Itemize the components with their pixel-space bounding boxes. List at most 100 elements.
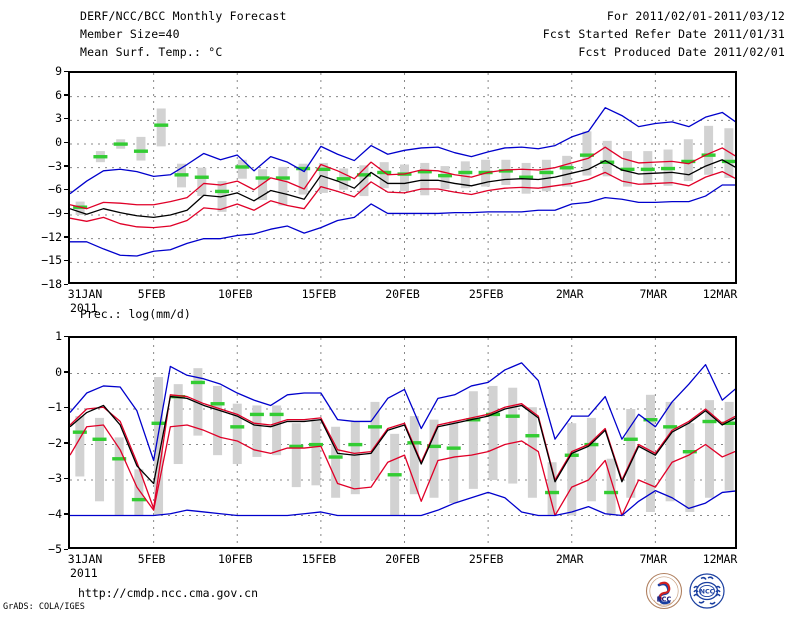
spread-bar xyxy=(429,419,439,498)
spread-bar xyxy=(291,423,301,488)
median-marker xyxy=(289,444,304,449)
median-marker xyxy=(446,446,461,450)
median-marker xyxy=(215,189,230,194)
series-line-q1 xyxy=(70,170,735,229)
spread-bar xyxy=(213,385,223,456)
spread-bar xyxy=(173,384,183,465)
spread-bar xyxy=(258,169,268,201)
y-axis-tick-label: −6 xyxy=(48,182,62,197)
spread-bar xyxy=(197,167,207,197)
member-size: Member Size=40 xyxy=(80,27,180,41)
median-marker xyxy=(174,173,189,177)
median-marker xyxy=(505,414,520,418)
plot-area xyxy=(68,71,737,284)
spread-bar xyxy=(318,162,328,193)
spread-bar xyxy=(156,108,166,147)
median-marker xyxy=(584,442,599,447)
median-marker xyxy=(249,412,264,417)
series-line-q3 xyxy=(70,146,735,210)
y-axis-tick-label: −1 xyxy=(48,400,62,414)
y-axis-tick-mark xyxy=(64,212,68,214)
series-line-max xyxy=(70,107,735,195)
spread-bar xyxy=(586,417,596,502)
median-marker xyxy=(255,176,270,180)
median-marker xyxy=(190,380,205,385)
spread-bar xyxy=(370,401,380,480)
x-axis-tick-label: 7MAR xyxy=(639,552,668,566)
x-axis-tick-label: 12MAR xyxy=(702,287,738,301)
median-marker xyxy=(564,453,579,457)
median-marker xyxy=(92,437,107,441)
y-axis-tick-mark xyxy=(64,513,68,515)
x-axis-tick-label: 5FEB xyxy=(137,287,166,301)
forecast-start-date: Fcst Started Refer Date 2011/01/31 xyxy=(542,27,785,41)
median-marker xyxy=(525,434,540,438)
median-marker xyxy=(519,175,534,179)
median-marker xyxy=(702,419,717,424)
spread-bar xyxy=(75,416,85,477)
grads-credit: GrADS: COLA/IGES xyxy=(3,602,85,612)
x-axis-tick-label: 25FEB xyxy=(468,287,504,301)
median-marker xyxy=(356,173,371,177)
panel-title: Prec.: log(mm/d) xyxy=(80,307,191,321)
series-line-min xyxy=(70,489,735,517)
spread-bar xyxy=(527,407,537,498)
y-axis-tick-mark xyxy=(64,283,68,285)
median-marker xyxy=(210,402,225,406)
x-axis-year-label: 2011 xyxy=(70,301,98,315)
y-axis-tick-label: 0 xyxy=(55,135,62,149)
x-axis-tick-label: 12MAR xyxy=(702,552,738,566)
spread-bar xyxy=(114,437,124,516)
series-line-mean xyxy=(70,395,735,485)
y-axis-tick-label: −12 xyxy=(41,229,62,244)
median-marker xyxy=(539,170,554,175)
spread-bar xyxy=(409,416,419,495)
x-axis-tick-label: 31JAN xyxy=(67,287,103,301)
x-axis-tick-label: 31JAN xyxy=(67,552,103,566)
median-marker xyxy=(348,442,363,447)
series-line-q3 xyxy=(70,394,735,510)
median-marker xyxy=(113,142,128,146)
x-axis-tick-label: 10FEB xyxy=(217,287,253,301)
y-axis-tick-label: −9 xyxy=(48,206,62,220)
median-marker xyxy=(640,167,655,172)
series-line-max xyxy=(70,362,735,462)
svg-text:NCC: NCC xyxy=(700,587,715,595)
y-axis-tick-mark xyxy=(64,188,68,191)
spread-bar xyxy=(379,162,389,189)
median-marker xyxy=(93,155,108,159)
spread-bar xyxy=(440,166,450,189)
spread-bar xyxy=(468,391,478,489)
y-axis-tick-label: 3 xyxy=(55,111,62,126)
median-marker xyxy=(328,455,343,459)
y-axis-tick-label: 0 xyxy=(55,364,62,379)
y-axis-tick-mark xyxy=(64,70,68,72)
y-axis-tick-label: −2 xyxy=(48,435,62,450)
y-axis-tick-label: −3 xyxy=(48,471,62,485)
y-axis-tick-label: 1 xyxy=(55,329,62,343)
y-axis-tick-label: 9 xyxy=(55,64,62,78)
median-marker xyxy=(112,457,127,461)
spread-bar xyxy=(331,426,341,498)
bcc-logo: BCC xyxy=(645,572,683,610)
x-axis-tick-label: 2MAR xyxy=(555,552,584,566)
series-line-q1 xyxy=(70,424,735,517)
website-url[interactable]: http://cmdp.ncc.cma.gov.cn xyxy=(78,586,259,600)
x-axis-tick-label: 7MAR xyxy=(639,287,668,301)
spread-bar xyxy=(685,423,695,512)
spread-bar xyxy=(136,136,146,161)
median-marker xyxy=(296,166,311,171)
spread-bar xyxy=(252,405,262,457)
y-axis-tick-mark xyxy=(64,94,68,96)
report-title: DERF/NCC/BCC Monthly Forecast xyxy=(80,9,287,23)
spread-bar xyxy=(237,159,247,179)
spread-bar xyxy=(704,400,714,498)
y-axis-tick-label: −18 xyxy=(41,277,62,291)
spread-bar xyxy=(562,155,572,187)
y-axis-tick-mark xyxy=(64,141,68,143)
y-axis-tick-mark xyxy=(64,165,68,167)
x-axis-tick-label: 5FEB xyxy=(137,552,166,566)
median-marker xyxy=(545,490,560,495)
spread-bar xyxy=(95,417,105,502)
spread-bar xyxy=(606,458,616,516)
